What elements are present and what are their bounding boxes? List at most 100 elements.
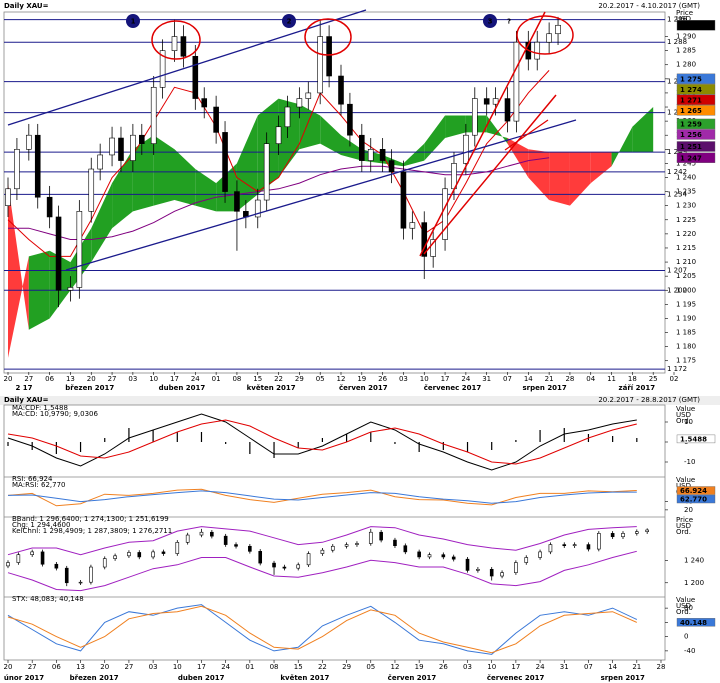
x-tick-label: 20 xyxy=(87,375,96,383)
x-tick-label: 15 xyxy=(253,375,262,383)
series-line xyxy=(7,70,550,257)
candle-body xyxy=(192,55,199,99)
candle-body xyxy=(14,149,20,190)
chart-title: Daily XAU= xyxy=(4,396,49,404)
x-tick-label: 06 xyxy=(45,375,54,383)
candle-body xyxy=(305,92,312,99)
value-box-label: 1 251 xyxy=(680,143,702,151)
month-label: duben 2017 xyxy=(178,674,225,682)
x-tick-label: 02 xyxy=(670,375,679,383)
y-tick-label: 1 225 xyxy=(676,216,696,224)
axis-label: Value xyxy=(676,596,695,604)
level-label: 1 234 xyxy=(667,190,688,198)
x-tick-label: 29 xyxy=(295,375,304,383)
y-tick-label: 20 xyxy=(684,506,693,514)
trend-lines xyxy=(7,9,577,271)
y-tick-label: 1 230 xyxy=(676,202,696,210)
candle-body xyxy=(538,551,542,558)
candle-body xyxy=(562,544,567,547)
axis-label: Value xyxy=(676,476,695,484)
x-tick-label: 07 xyxy=(584,663,593,671)
x-tick-label: 03 xyxy=(463,663,472,671)
cloud-segment xyxy=(91,183,113,263)
candle-body xyxy=(171,36,178,51)
candle-body xyxy=(130,134,136,161)
annotation: 3 xyxy=(488,18,493,26)
y-tick-label: 1 245 xyxy=(676,159,696,167)
candle-body xyxy=(137,552,142,558)
candle-body xyxy=(175,542,180,554)
candle-body xyxy=(476,568,480,571)
value-box xyxy=(676,494,716,504)
legend-entry: RSI: 66,924 xyxy=(12,475,53,483)
candle-body xyxy=(465,558,470,571)
candle-body xyxy=(492,98,499,105)
main-frame xyxy=(3,11,666,374)
candle-body xyxy=(54,563,59,569)
x-tick-label: 14 xyxy=(608,663,617,671)
candle-body xyxy=(534,41,541,60)
x-tick-label: 21 xyxy=(545,375,554,383)
x-tick-label: 18 xyxy=(628,375,637,383)
value-box-label: 1 247 xyxy=(680,154,702,162)
candle-body xyxy=(572,544,577,547)
series-line xyxy=(7,488,637,507)
candle-body xyxy=(326,36,332,77)
candle-body xyxy=(223,535,228,545)
x-tick-label: 27 xyxy=(28,663,37,671)
annotation: ? xyxy=(507,18,511,26)
y-tick-label: 80 xyxy=(684,604,693,612)
axis-label: Value xyxy=(676,405,695,413)
level-label: 1 249 xyxy=(667,148,687,156)
y-tick-label: 1 180 xyxy=(676,343,696,351)
month-label: září 2017 xyxy=(619,384,656,392)
candle-body xyxy=(427,554,432,558)
candle-body xyxy=(284,106,291,128)
candle-body xyxy=(306,553,311,566)
value-box-label: 1 265 xyxy=(680,107,702,115)
candle-body xyxy=(150,86,157,144)
annotation-badge xyxy=(483,14,497,28)
x-tick-label: 20 xyxy=(4,663,13,671)
candle-body xyxy=(78,581,83,584)
annotation: 2 xyxy=(287,18,292,26)
x-tick-label: 24 xyxy=(191,375,200,383)
series-line xyxy=(7,490,637,504)
x-tick-label: 17 xyxy=(441,375,450,383)
candle-body xyxy=(409,222,416,229)
month-label: 2 17 xyxy=(15,384,32,392)
x-tick-label: 13 xyxy=(66,375,75,383)
x-tick-label: 24 xyxy=(461,375,470,383)
cloud-segment xyxy=(549,152,570,206)
value-box xyxy=(676,129,716,140)
month-label: červen 2017 xyxy=(339,384,388,392)
value-box xyxy=(676,152,716,163)
x-tick-label: 28 xyxy=(565,375,574,383)
highlight-circle xyxy=(516,15,574,55)
candle-body xyxy=(548,544,553,553)
candle-body xyxy=(64,567,69,584)
candle-body xyxy=(67,287,74,291)
candle-body xyxy=(213,106,219,133)
cloud-segment xyxy=(632,107,654,153)
x-tick-label: 13 xyxy=(76,663,85,671)
candle-body xyxy=(504,98,511,122)
month-label: březen 2017 xyxy=(70,674,119,682)
axis-label: USD xyxy=(676,602,691,610)
y-tick-label: 1 190 xyxy=(676,314,696,322)
candle-body xyxy=(97,154,103,170)
value-box-label: 40.148 xyxy=(680,619,707,627)
candle-body xyxy=(610,533,615,538)
month-label: květen 2017 xyxy=(247,384,296,392)
candle-body xyxy=(40,551,45,565)
candle-body xyxy=(26,134,32,150)
x-tick-label: 24 xyxy=(221,663,230,671)
x-tick-label: 27 xyxy=(124,663,133,671)
candle-body xyxy=(621,533,625,538)
candle-body xyxy=(138,134,145,144)
candle-body xyxy=(442,188,448,240)
axis-label: USD xyxy=(676,15,691,23)
legend-entry: MA:CD: 10,9790; 9,0306 xyxy=(12,410,98,418)
x-tick-label: 22 xyxy=(318,663,327,671)
